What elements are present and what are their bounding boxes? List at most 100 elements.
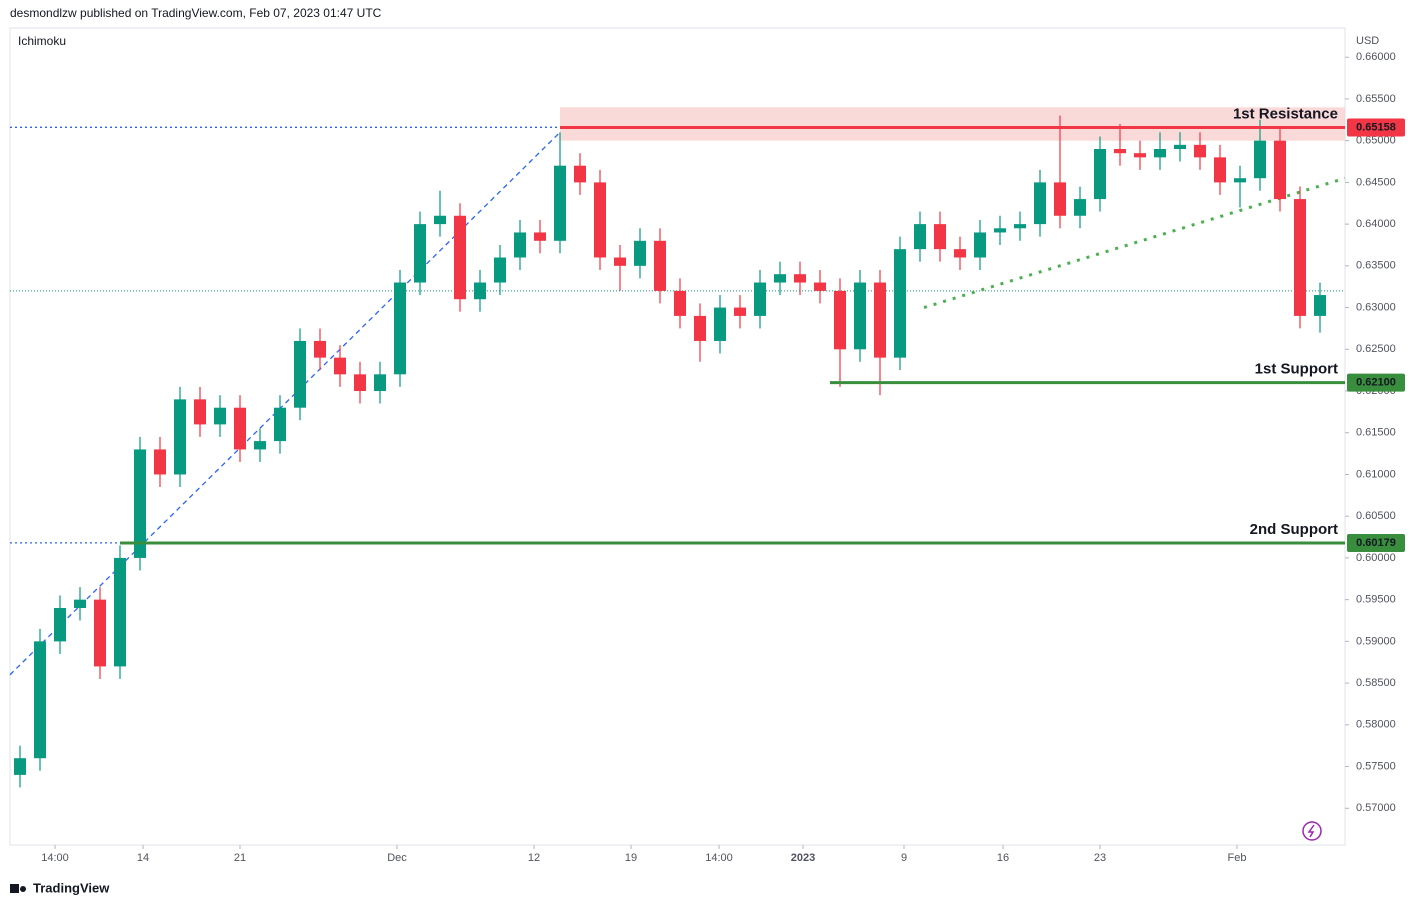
candle-body xyxy=(874,282,886,358)
y-tick-label: 0.66000 xyxy=(1356,51,1396,63)
level-name: 1st Resistance xyxy=(1233,105,1338,122)
candle-body xyxy=(814,282,826,291)
candle-body xyxy=(214,407,226,425)
header: desmondlzw published on TradingView.com,… xyxy=(10,6,382,20)
x-tick-label: 23 xyxy=(1094,852,1106,864)
y-tick-label: 0.61500 xyxy=(1356,427,1396,439)
candle-body xyxy=(1254,140,1266,179)
x-tick-label: 2023 xyxy=(791,852,815,864)
candle-body xyxy=(534,232,546,241)
currency: USD xyxy=(1356,35,1379,47)
candle-body xyxy=(994,228,1006,233)
y-tick-label: 0.57000 xyxy=(1356,802,1396,814)
trendline xyxy=(9,131,561,676)
candle-body xyxy=(774,274,786,283)
candle-body xyxy=(334,357,346,375)
y-tick-label: 0.61000 xyxy=(1356,468,1396,480)
candle-body xyxy=(74,599,86,608)
candle-body xyxy=(294,340,306,408)
candle-body xyxy=(14,758,26,775)
candle-body xyxy=(634,240,646,266)
candle-body xyxy=(1174,144,1186,150)
candle-body xyxy=(734,307,746,316)
y-tick-label: 0.64500 xyxy=(1356,176,1396,188)
y-tick-label: 0.64000 xyxy=(1356,218,1396,230)
x-tick-label: 14:00 xyxy=(41,852,69,864)
candle-body xyxy=(674,290,686,316)
y-tick-label: 0.60000 xyxy=(1356,552,1396,564)
y-tick-label: 0.58000 xyxy=(1356,719,1396,731)
candle-body xyxy=(834,290,846,350)
candle-body xyxy=(1094,149,1106,200)
candle-body xyxy=(394,282,406,375)
candle-body xyxy=(254,441,266,450)
candle-body xyxy=(694,315,706,341)
candle-body xyxy=(954,249,966,258)
x-tick-label: 21 xyxy=(234,852,246,864)
candle-body xyxy=(1234,178,1246,183)
candle-body xyxy=(94,599,106,667)
candle-body xyxy=(374,374,386,392)
y-tick-label: 0.58500 xyxy=(1356,677,1396,689)
candle-body xyxy=(614,257,626,266)
x-tick-label: 16 xyxy=(997,852,1009,864)
y-tick-label: 0.63000 xyxy=(1356,301,1396,313)
indicator-label: Ichimoku xyxy=(18,34,66,48)
candle-body xyxy=(554,165,566,241)
candle-body xyxy=(1294,199,1306,316)
candle-body xyxy=(1154,149,1166,158)
y-tick-label: 0.65500 xyxy=(1356,93,1396,105)
candle-body xyxy=(1314,295,1326,316)
level-name: 1st Support xyxy=(1255,361,1338,378)
candle-body xyxy=(1014,224,1026,229)
x-tick-label: 12 xyxy=(528,852,540,864)
candle-body xyxy=(174,399,186,475)
y-tick-label: 0.63500 xyxy=(1356,260,1396,272)
candle-body xyxy=(514,232,526,258)
candle-body xyxy=(354,374,366,392)
x-tick-label: Dec xyxy=(387,852,407,864)
candle-body xyxy=(434,215,446,225)
candle-body xyxy=(234,407,246,450)
candle-body xyxy=(974,232,986,258)
x-tick-label: 14:00 xyxy=(705,852,733,864)
price-tag-label: 0.62100 xyxy=(1356,377,1396,389)
candle-body xyxy=(914,224,926,250)
x-tick-label: Feb xyxy=(1228,852,1247,864)
candle-body xyxy=(1194,144,1206,158)
y-tick-label: 0.62500 xyxy=(1356,343,1396,355)
candle-body xyxy=(494,257,506,283)
candle-body xyxy=(1054,182,1066,216)
flash-icon[interactable] xyxy=(1302,821,1322,841)
candle-body xyxy=(194,399,206,425)
x-tick-label: 19 xyxy=(625,852,637,864)
candle-body xyxy=(854,282,866,350)
price-tag-label: 0.65158 xyxy=(1356,121,1396,133)
y-tick-label: 0.57500 xyxy=(1356,760,1396,772)
logo xyxy=(10,884,26,893)
candle-body xyxy=(754,282,766,316)
candle-body xyxy=(1214,157,1226,183)
candle-body xyxy=(894,249,906,358)
price-tag xyxy=(1347,118,1405,137)
candle-body xyxy=(1134,153,1146,158)
trendline xyxy=(923,176,1346,309)
candle-body xyxy=(934,224,946,250)
candle-body xyxy=(114,557,126,667)
candle-body xyxy=(1074,199,1086,216)
candle-body xyxy=(154,449,166,475)
resistance-zone xyxy=(560,107,1345,141)
level-name: 2nd Support xyxy=(1250,521,1338,538)
candle-body xyxy=(474,282,486,300)
price-tag xyxy=(1347,533,1405,552)
candle-body xyxy=(794,274,806,283)
candle-body xyxy=(594,182,606,258)
candle-body xyxy=(1114,149,1126,154)
price-tag xyxy=(1347,373,1405,392)
y-tick-label: 0.60500 xyxy=(1356,510,1396,522)
candle-body xyxy=(654,240,666,291)
price-tag-label: 0.60179 xyxy=(1356,537,1396,549)
candle-body xyxy=(134,449,146,558)
